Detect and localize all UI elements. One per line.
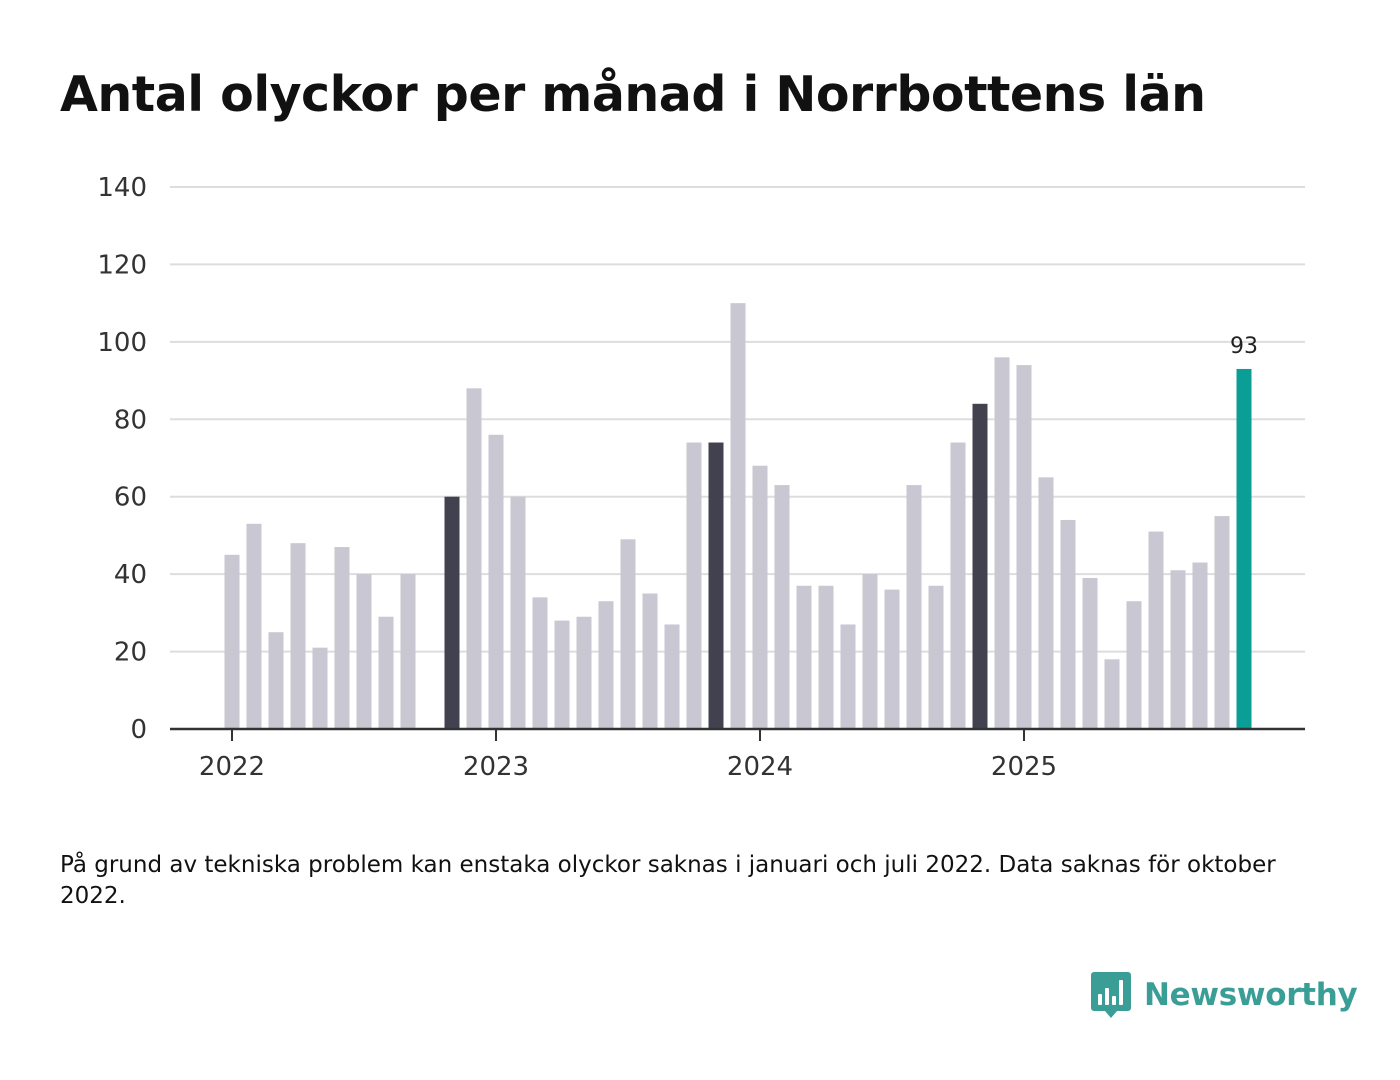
bar-2023-04 xyxy=(554,620,570,729)
bars xyxy=(224,303,1252,729)
bar-2022-01 xyxy=(224,554,240,729)
bar-2025-01 xyxy=(1016,365,1032,729)
bar-2023-02 xyxy=(510,496,526,729)
bar-2023-10 xyxy=(686,442,702,729)
bar-2024-04 xyxy=(818,585,834,729)
bar-2025-10 xyxy=(1214,516,1230,729)
bar-2022-04 xyxy=(290,543,306,729)
bar-2025-06 xyxy=(1126,601,1142,729)
bar-2024-05 xyxy=(840,624,856,729)
bar-2025-09 xyxy=(1192,562,1208,729)
bar-2024-08 xyxy=(906,485,922,729)
bar-2022-03 xyxy=(268,632,284,729)
bar-2024-09 xyxy=(928,585,944,729)
brand-logo[interactable]: Newsworthy xyxy=(1090,970,1358,1020)
y-axis-ticks: 0 20 40 60 80 100 120 140 xyxy=(97,173,147,745)
bar-2025-05 xyxy=(1104,659,1120,729)
y-tick-label: 80 xyxy=(114,405,147,435)
bar-2025-03 xyxy=(1060,519,1076,729)
bar-2023-11 xyxy=(708,442,724,729)
bar-2024-12 xyxy=(994,357,1010,729)
data-label: 93 xyxy=(1230,334,1258,359)
bar-2024-07 xyxy=(884,589,900,729)
bar-2025-02 xyxy=(1038,477,1054,729)
bar-2025-08 xyxy=(1170,570,1186,729)
x-tick-label: 2022 xyxy=(199,752,265,782)
bar-2022-11 xyxy=(444,496,460,729)
y-tick-label: 120 xyxy=(97,250,147,280)
bar-chart: 0 20 40 60 80 100 120 140 93 2022 2023 2024 2025 xyxy=(97,173,1305,782)
bar-2024-01 xyxy=(752,465,768,729)
y-tick-label: 40 xyxy=(114,560,147,590)
x-tick-label: 2025 xyxy=(991,752,1057,782)
bar-2022-02 xyxy=(246,523,262,729)
bar-2022-08 xyxy=(378,616,394,729)
bar-2022-05 xyxy=(312,647,328,729)
x-axis-ticks: 2022 2023 2024 2025 xyxy=(199,729,1057,782)
bar-2023-03 xyxy=(532,597,548,729)
bar-2024-10 xyxy=(950,442,966,729)
data-labels: 93 xyxy=(1230,334,1258,359)
bar-2024-06 xyxy=(862,574,878,729)
bar-2024-02 xyxy=(774,485,790,729)
y-tick-label: 60 xyxy=(114,483,147,513)
footnote: På grund av tekniska problem kan enstaka… xyxy=(60,852,1276,909)
y-tick-label: 100 xyxy=(97,328,147,358)
x-tick-label: 2024 xyxy=(727,752,793,782)
chart-title: Antal olyckor per månad i Norrbottens lä… xyxy=(60,66,1206,123)
bar-2022-06 xyxy=(334,547,350,729)
brand-name: Newsworthy xyxy=(1144,977,1358,1013)
bar-2022-12 xyxy=(466,388,482,729)
bar-2023-07 xyxy=(620,539,636,729)
bar-2023-01 xyxy=(488,434,504,729)
bar-2022-09 xyxy=(400,574,416,729)
newsworthy-logo-icon xyxy=(1091,972,1131,1018)
bar-2023-05 xyxy=(576,616,592,729)
bar-2023-12 xyxy=(730,303,746,729)
bar-2024-03 xyxy=(796,585,812,729)
bar-2025-11 xyxy=(1236,368,1252,729)
bar-2025-04 xyxy=(1082,578,1098,729)
bar-2024-11 xyxy=(972,403,988,729)
y-tick-label: 20 xyxy=(114,638,147,668)
bar-2025-07 xyxy=(1148,531,1164,729)
bar-2023-08 xyxy=(642,593,658,729)
bar-2023-09 xyxy=(664,624,680,729)
x-tick-label: 2023 xyxy=(463,752,529,782)
y-tick-label: 0 xyxy=(130,715,147,745)
y-tick-label: 140 xyxy=(97,173,147,203)
bar-2022-07 xyxy=(356,574,372,729)
bar-2023-06 xyxy=(598,601,614,729)
